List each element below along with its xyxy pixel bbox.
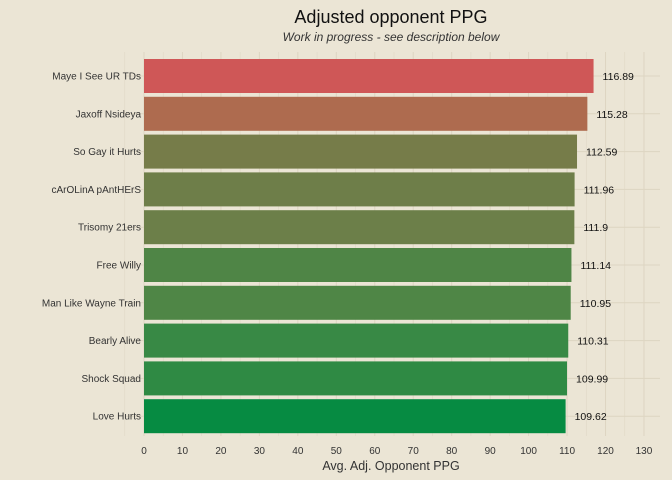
x-tick-label: 10 xyxy=(177,446,189,457)
bar xyxy=(144,361,568,396)
bar xyxy=(144,134,578,169)
x-tick-label: 70 xyxy=(408,446,420,457)
bars xyxy=(144,59,594,434)
data-label: 111.14 xyxy=(580,260,611,272)
chart-title: Adjusted opponent PPG xyxy=(294,7,487,27)
x-tick-labels: 0 10 20 30 40 50 60 70 80 90 100 110 120 130 xyxy=(141,446,653,457)
data-label: 109.62 xyxy=(575,411,607,423)
chart-subtitle: Work in progress - see description below xyxy=(283,30,501,44)
bar xyxy=(144,96,588,131)
data-label: 115.28 xyxy=(596,109,627,121)
category-label: cArOLinA pAntHErS xyxy=(52,185,142,196)
data-label: 109.99 xyxy=(576,373,608,385)
bar xyxy=(144,59,594,93)
bar xyxy=(144,248,572,282)
x-tick-label: 120 xyxy=(597,446,614,457)
category-label: Bearly Alive xyxy=(89,336,142,347)
x-tick-label: 130 xyxy=(636,446,653,457)
data-label: 111.9 xyxy=(583,222,608,234)
x-tick-label: 50 xyxy=(331,446,343,457)
x-tick-label: 110 xyxy=(559,446,575,457)
data-label: 116.89 xyxy=(603,71,634,83)
x-tick-label: 30 xyxy=(254,446,266,457)
data-label: 110.95 xyxy=(580,298,611,310)
x-tick-label: 60 xyxy=(369,446,381,457)
category-label: So Gay it Hurts xyxy=(73,147,141,158)
category-label: Maye I See UR TDs xyxy=(52,72,141,83)
category-label: Jaxoff Nsideya xyxy=(76,109,142,120)
category-label: Man Like Wayne Train xyxy=(42,298,141,309)
bar xyxy=(144,210,575,245)
category-labels: Maye I See UR TDs Jaxoff Nsideya So Gay it… xyxy=(42,72,142,423)
bar xyxy=(144,399,566,434)
x-tick-label: 100 xyxy=(520,446,537,457)
category-label: Love Hurts xyxy=(93,412,141,423)
data-label: 110.31 xyxy=(577,336,608,348)
x-tick-label: 80 xyxy=(446,446,458,457)
category-label: Trisomy 21ers xyxy=(78,223,141,234)
x-tick-label: 40 xyxy=(292,446,304,457)
bar xyxy=(144,285,571,320)
bar xyxy=(144,172,575,207)
data-label: 112.59 xyxy=(586,147,617,159)
category-label: Shock Squad xyxy=(82,374,142,385)
bar xyxy=(144,323,569,358)
x-tick-label: 0 xyxy=(141,446,147,457)
value-labels: 116.89 115.28 112.59 111.96 111.9 111.14 110.9… xyxy=(575,71,634,423)
category-label: Free Willy xyxy=(97,261,141,272)
x-tick-label: 90 xyxy=(485,446,497,457)
x-axis-label: Avg. Adj. Opponent PPG xyxy=(322,459,459,473)
data-label: 111.96 xyxy=(584,184,615,196)
x-tick-label: 20 xyxy=(215,446,227,457)
